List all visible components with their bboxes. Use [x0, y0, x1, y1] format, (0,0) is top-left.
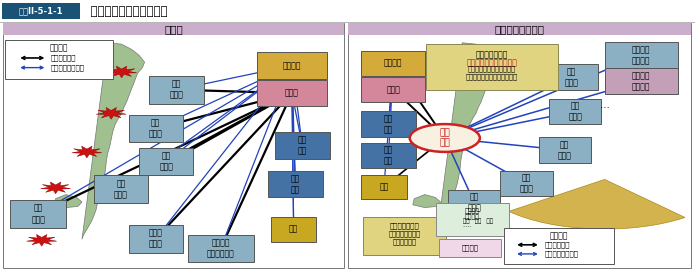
Text: 図表II-5-1-1: 図表II-5-1-1: [19, 7, 63, 16]
Wedge shape: [509, 179, 685, 229]
FancyBboxPatch shape: [10, 200, 66, 228]
Polygon shape: [96, 107, 126, 119]
Text: 北部
方面隊: 北部 方面隊: [565, 67, 578, 87]
FancyBboxPatch shape: [149, 76, 204, 104]
FancyBboxPatch shape: [3, 23, 344, 34]
Text: 西部
方面隊: 西部 方面隊: [31, 204, 45, 224]
Text: 陸上総隊の役割: 陸上総隊の役割: [390, 222, 419, 229]
FancyBboxPatch shape: [436, 203, 509, 236]
FancyBboxPatch shape: [275, 132, 330, 159]
Text: 総合的な海空自・
米軍との調整: 総合的な海空自・ 米軍との調整: [389, 230, 420, 245]
FancyBboxPatch shape: [129, 225, 183, 253]
Text: 北部
方面隊: 北部 方面隊: [170, 80, 183, 100]
FancyBboxPatch shape: [504, 228, 614, 264]
FancyBboxPatch shape: [448, 190, 500, 215]
Text: 統幕長: 統幕長: [386, 85, 400, 94]
Text: 作戦基盤: 作戦基盤: [461, 244, 478, 251]
FancyBboxPatch shape: [268, 171, 323, 197]
Text: ：統制・調整: ：統制・調整: [51, 55, 76, 61]
FancyBboxPatch shape: [361, 111, 416, 137]
FancyBboxPatch shape: [348, 23, 691, 34]
Polygon shape: [413, 195, 441, 208]
Polygon shape: [72, 146, 102, 158]
Text: 陸上総隊の新編後: 陸上総隊の新編後: [494, 24, 544, 34]
FancyBboxPatch shape: [500, 171, 553, 196]
FancyBboxPatch shape: [539, 137, 591, 163]
Polygon shape: [26, 234, 57, 246]
FancyBboxPatch shape: [363, 217, 446, 255]
FancyBboxPatch shape: [2, 3, 80, 19]
Text: 米軍: 米軍: [379, 182, 389, 192]
Text: 陸自部隊の全国的な運用: 陸自部隊の全国的な運用: [466, 58, 518, 67]
FancyBboxPatch shape: [546, 64, 598, 90]
FancyBboxPatch shape: [257, 80, 327, 106]
FancyBboxPatch shape: [5, 40, 113, 79]
FancyBboxPatch shape: [3, 23, 344, 268]
Text: 防衛大臣: 防衛大臣: [384, 59, 402, 68]
FancyBboxPatch shape: [361, 143, 416, 168]
Text: ：統制・調整: ：統制・調整: [544, 242, 570, 248]
Text: 東部
方面隊: 東部 方面隊: [558, 140, 571, 160]
Text: 東北
方面隊: 東北 方面隊: [569, 102, 582, 121]
Text: 中部
方面隊: 中部 方面隊: [114, 179, 128, 199]
Polygon shape: [40, 182, 71, 194]
Polygon shape: [106, 66, 137, 78]
Text: 航空
総隊: 航空 総隊: [297, 136, 307, 156]
Text: 陸上総隊
直轄部隊: 陸上総隊 直轄部隊: [632, 71, 651, 91]
FancyBboxPatch shape: [129, 115, 183, 142]
FancyBboxPatch shape: [361, 175, 407, 199]
Text: ：報告、命令など: ：報告、命令など: [544, 251, 578, 257]
Text: 自衛
艦隊: 自衛 艦隊: [384, 146, 393, 166]
Text: 自衛
艦隊: 自衛 艦隊: [291, 174, 300, 194]
Circle shape: [410, 124, 480, 152]
Text: 陸上総隊の運用イメージ: 陸上総隊の運用イメージ: [83, 5, 168, 18]
Text: 東北
方面隊: 東北 方面隊: [149, 118, 163, 138]
Text: ：報告、命令など: ：報告、命令など: [51, 64, 85, 71]
Polygon shape: [82, 43, 145, 239]
Text: 西部
方面隊: 西部 方面隊: [468, 193, 481, 213]
Text: 防衛大臣: 防衛大臣: [283, 61, 301, 70]
FancyBboxPatch shape: [439, 239, 501, 257]
FancyBboxPatch shape: [605, 68, 678, 94]
Text: 陸自   海自   基地: 陸自 海自 基地: [463, 219, 493, 224]
Text: 米軍: 米軍: [289, 225, 298, 233]
Text: ‥‥: ‥‥: [459, 223, 471, 228]
Text: その他の
大臣直轄部隊: その他の 大臣直轄部隊: [207, 238, 234, 258]
Text: 陸上総隊の役割: 陸上総隊の役割: [476, 51, 508, 60]
FancyBboxPatch shape: [94, 175, 148, 203]
FancyBboxPatch shape: [139, 148, 193, 175]
Text: 陸上
総隊: 陸上 総隊: [439, 128, 450, 148]
Polygon shape: [436, 43, 499, 239]
Text: 現　状: 現 状: [165, 24, 183, 34]
FancyBboxPatch shape: [549, 99, 601, 124]
FancyBboxPatch shape: [271, 217, 316, 242]
FancyBboxPatch shape: [348, 23, 691, 268]
Text: 【凡例】: 【凡例】: [50, 43, 68, 52]
Text: （方面区をまたぐ陸自部隊
の全国運用、兵站運用など）: （方面区をまたぐ陸自部隊 の全国運用、兵站運用など）: [466, 66, 518, 80]
Text: 統幕長: 統幕長: [285, 89, 299, 98]
Text: 東部
方面隊: 東部 方面隊: [159, 152, 173, 171]
Text: 国際平和
協力活動: 国際平和 協力活動: [632, 45, 651, 65]
Text: 航空
総隊: 航空 総隊: [384, 114, 393, 134]
FancyBboxPatch shape: [257, 52, 327, 79]
FancyBboxPatch shape: [188, 235, 254, 262]
Text: 中央即
応集団: 中央即 応集団: [149, 229, 163, 249]
FancyBboxPatch shape: [361, 51, 425, 76]
Text: 方面隊の
作戦地域: 方面隊の 作戦地域: [465, 208, 480, 221]
Text: …: …: [600, 100, 610, 110]
FancyBboxPatch shape: [361, 77, 425, 102]
Text: 【凡例】: 【凡例】: [550, 231, 568, 240]
FancyBboxPatch shape: [426, 44, 558, 90]
FancyBboxPatch shape: [605, 42, 678, 68]
Text: 中部
方面隊: 中部 方面隊: [520, 173, 533, 193]
Polygon shape: [54, 195, 82, 208]
